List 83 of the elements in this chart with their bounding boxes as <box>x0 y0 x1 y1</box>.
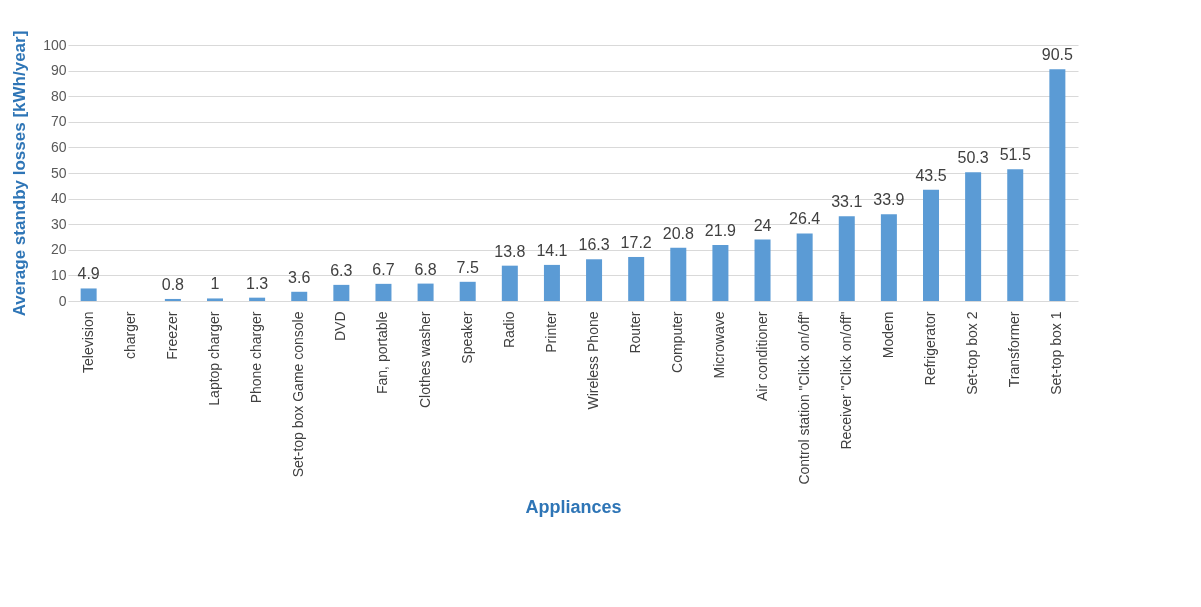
y-tick-label: 60 <box>50 138 67 155</box>
x-tick-label: DVD <box>332 311 349 342</box>
data-label: 6.3 <box>330 261 353 279</box>
data-label: 3.6 <box>288 268 311 286</box>
data-label: 1 <box>210 275 220 293</box>
data-label: 7.5 <box>456 258 479 276</box>
bar <box>291 291 308 301</box>
data-label: 4.9 <box>77 265 100 283</box>
data-label: 0.8 <box>161 275 185 293</box>
bar <box>754 239 771 301</box>
x-tick-label: Transformer <box>1006 311 1023 388</box>
bar <box>375 283 392 301</box>
bar <box>80 288 97 301</box>
x-tick-label: Modem <box>879 311 896 359</box>
y-tick-label: 10 <box>50 266 67 283</box>
data-label: 26.4 <box>789 210 821 228</box>
data-label: 16.3 <box>578 236 610 254</box>
x-tick-label: Fan, portable <box>374 311 391 394</box>
bar <box>501 265 518 301</box>
y-tick-label: 40 <box>50 190 67 207</box>
bar <box>880 214 897 301</box>
bar <box>164 298 181 301</box>
y-axis-title: Average standby losses [kWh/year] <box>10 30 30 317</box>
y-tick-label: 50 <box>50 164 67 181</box>
x-tick-label: Clothes washer <box>416 311 433 408</box>
data-label: 14.1 <box>536 241 568 259</box>
data-label: 43.5 <box>915 166 947 184</box>
data-label: 50.3 <box>957 149 989 167</box>
data-label: 51.5 <box>999 146 1031 164</box>
bar <box>459 281 476 301</box>
x-tick-label: Receiver "Click on/off" <box>837 311 854 450</box>
bar <box>206 298 223 301</box>
data-label: 13.8 <box>494 242 526 260</box>
x-axis-title: Appliances <box>525 496 622 517</box>
data-label: 33.1 <box>831 193 863 211</box>
bar <box>543 264 560 301</box>
bar <box>628 256 645 301</box>
x-tick-label: Freezer <box>163 311 180 360</box>
y-tick-label: 100 <box>43 36 67 53</box>
data-label: 17.2 <box>620 233 652 251</box>
data-label: 24 <box>753 216 772 234</box>
bar <box>586 259 603 301</box>
y-tick-label: 90 <box>50 62 67 79</box>
y-tick-label: 20 <box>50 241 67 258</box>
y-tick-label: 0 <box>58 292 67 309</box>
x-tick-label: Wireless Phone <box>585 311 602 410</box>
bar <box>1049 69 1066 301</box>
bar <box>923 189 940 301</box>
data-label: 21.9 <box>704 221 737 239</box>
x-tick-label: Computer <box>669 311 686 373</box>
bar <box>965 172 982 301</box>
y-tick-label: 30 <box>50 215 67 232</box>
x-tick-label: Television <box>79 311 96 373</box>
x-tick-label: Radio <box>500 311 517 349</box>
y-tick-label: 70 <box>50 113 67 130</box>
x-tick-label: Refrigerator <box>922 311 939 386</box>
bar <box>249 297 266 301</box>
y-tick-label: 80 <box>50 87 67 104</box>
x-tick-label: Set-top box 1 <box>1048 311 1065 395</box>
bar <box>1007 169 1024 301</box>
x-tick-label: Control station "Click on/off" <box>795 311 812 485</box>
bar <box>417 283 434 301</box>
x-tick-label: Microwave <box>711 311 728 379</box>
bar <box>838 216 855 301</box>
x-tick-label: charger <box>121 311 138 359</box>
x-tick-label: Phone charger <box>248 311 265 404</box>
data-label: 1.3 <box>245 274 269 292</box>
data-label: 90.5 <box>1041 46 1074 64</box>
x-tick-label: Router <box>627 311 644 354</box>
bar <box>670 247 687 301</box>
x-tick-label: Air conditioner <box>753 311 770 401</box>
x-tick-label: Set-top box Game console <box>290 311 307 478</box>
data-label: 33.9 <box>873 191 905 209</box>
x-tick-label: Set-top box 2 <box>964 311 981 395</box>
x-tick-label: Printer <box>542 311 559 353</box>
bar <box>333 284 350 301</box>
data-label: 20.8 <box>662 224 694 242</box>
bar <box>796 233 813 301</box>
x-tick-label: Speaker <box>458 311 475 364</box>
x-tick-label: Laptop charger <box>205 311 222 406</box>
data-label: 6.7 <box>372 260 395 278</box>
data-label: 6.8 <box>414 260 437 278</box>
bar <box>712 244 729 301</box>
